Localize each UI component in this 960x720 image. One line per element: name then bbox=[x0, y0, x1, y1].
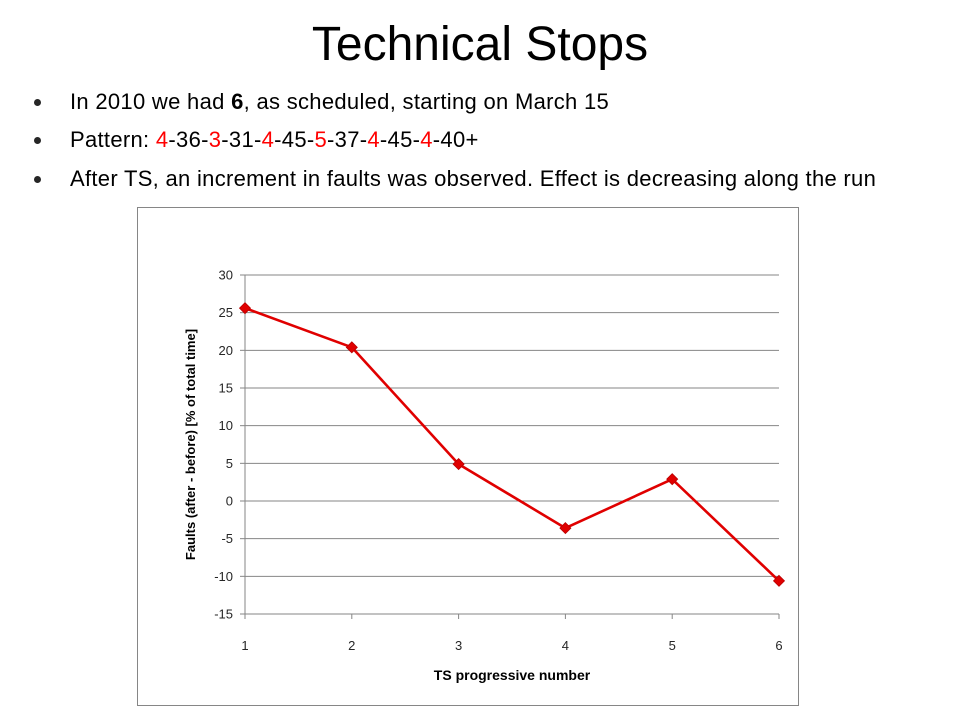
axes bbox=[240, 274, 780, 619]
y-tick-label: -10 bbox=[214, 569, 233, 584]
data-point-marker bbox=[238, 302, 252, 315]
y-tick-label: -5 bbox=[221, 531, 233, 546]
bullet-dot-icon bbox=[34, 176, 41, 183]
data-point-marker bbox=[666, 473, 679, 486]
y-tick-label: 15 bbox=[219, 381, 233, 396]
slide-title: Technical Stops bbox=[311, 18, 649, 71]
x-tick-label: 3 bbox=[455, 638, 462, 653]
x-tick-label: 6 bbox=[775, 638, 782, 653]
y-tick-label: 20 bbox=[219, 343, 233, 358]
y-tick-label: 25 bbox=[219, 305, 233, 320]
data-point-marker bbox=[772, 574, 786, 587]
bullet-text-segment: In 2010 we had bbox=[70, 89, 232, 114]
x-tick-label: 4 bbox=[562, 638, 569, 653]
x-tick-label: 1 bbox=[241, 638, 248, 653]
data-point-marker bbox=[559, 522, 572, 535]
bullet-item: In 2010 we had 6, as scheduled, starting… bbox=[34, 87, 950, 117]
bullet-item: Pattern: 4-36-3-31-4-45-5-37-4-45-4-40+ bbox=[34, 125, 950, 155]
data-point-marker bbox=[452, 458, 465, 471]
pattern-interval: -37- bbox=[327, 127, 368, 152]
data-point-marker bbox=[345, 341, 358, 354]
line-chart: 30 25 20 15 10 5 0 -5 -10 -15 1 2 3 4 5 6 Faults (after… bbox=[183, 268, 786, 683]
x-axis-label: TS progressive number bbox=[434, 667, 591, 683]
pattern-stop-number: 3 bbox=[208, 127, 222, 152]
bullet-dot-icon bbox=[34, 137, 41, 144]
pattern-stop-number: 4 bbox=[420, 127, 433, 152]
pattern-interval: -31- bbox=[221, 127, 262, 152]
pattern-stop-number: 4 bbox=[155, 127, 169, 152]
x-tick-label: 2 bbox=[348, 638, 355, 653]
bullet-text: In 2010 we had 6, as scheduled, starting… bbox=[70, 89, 609, 114]
bullet-text: After TS, an increment in faults was obs… bbox=[70, 166, 876, 191]
pattern-stop-number: 4 bbox=[261, 127, 275, 152]
bullet-item: After TS, an increment in faults was obs… bbox=[34, 164, 950, 194]
tick-labels: 30 25 20 15 10 5 0 -5 -10 -15 1 2 3 4 5 6 bbox=[214, 268, 782, 654]
y-tick-label: 5 bbox=[226, 456, 233, 471]
bullet-text-segment: , as scheduled, starting on March 15 bbox=[243, 89, 610, 114]
pattern-interval: -36- bbox=[168, 127, 209, 152]
bullet-text-segment: 6 bbox=[231, 89, 244, 114]
x-tick-label: 5 bbox=[669, 638, 676, 653]
y-tick-label: 0 bbox=[226, 494, 233, 509]
data-series bbox=[238, 302, 786, 587]
bullet-text: Pattern: 4-36-3-31-4-45-5-37-4-45-4-40+ bbox=[70, 127, 479, 152]
y-tick-label: 30 bbox=[219, 268, 233, 283]
y-tick-label: 10 bbox=[219, 418, 233, 433]
y-axis-label: Faults (after - before) [% of total time… bbox=[183, 329, 198, 560]
series-line bbox=[244, 306, 780, 582]
pattern-interval: -45- bbox=[274, 127, 315, 152]
gridlines bbox=[245, 274, 779, 615]
pattern-stop-number: 5 bbox=[314, 127, 328, 152]
y-tick-label: -15 bbox=[214, 607, 233, 622]
bullet-dot-icon bbox=[34, 99, 41, 106]
chart-frame: 30 25 20 15 10 5 0 -5 -10 -15 1 2 3 4 5 6 Faults (after… bbox=[137, 207, 799, 706]
pattern-stop-number: 4 bbox=[367, 127, 380, 152]
pattern-interval: -40+ bbox=[432, 127, 479, 152]
bullet-text-segment: Pattern: bbox=[70, 127, 156, 152]
bullet-text-segment: After TS, an increment in faults was obs… bbox=[70, 166, 877, 191]
pattern-interval: -45- bbox=[379, 127, 421, 152]
